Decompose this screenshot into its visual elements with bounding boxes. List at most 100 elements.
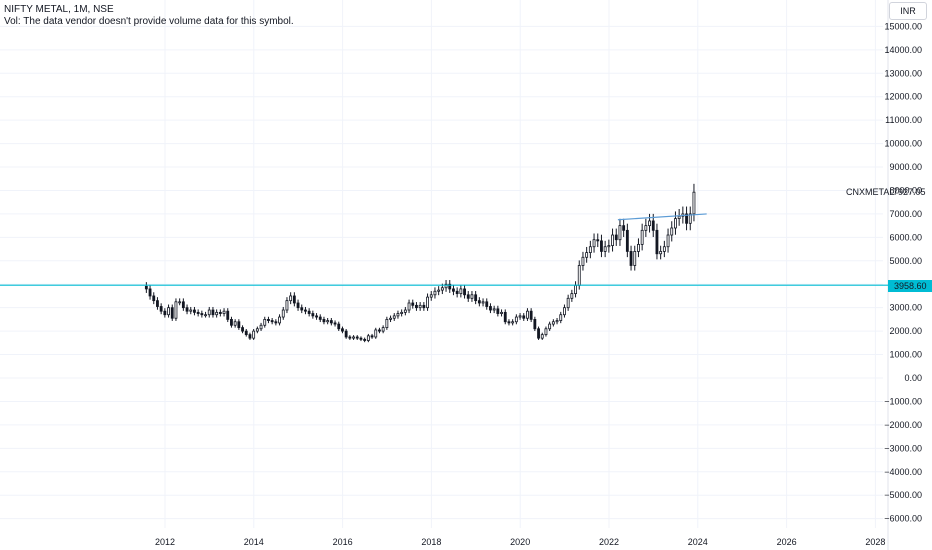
last-price-label: 7927.05 — [893, 187, 926, 197]
candle-body — [566, 297, 570, 309]
candle-body — [659, 251, 663, 255]
candle-body — [418, 304, 422, 309]
candle-body — [474, 294, 478, 302]
candle-body — [174, 301, 178, 319]
candle-body — [315, 315, 318, 318]
candle — [374, 327, 378, 339]
y-tick-label: −1000.00 — [884, 396, 922, 406]
candle — [329, 317, 333, 326]
candle-body — [574, 285, 577, 295]
x-tick-label: 2022 — [599, 537, 619, 547]
candle — [178, 298, 182, 306]
candle — [603, 240, 607, 258]
candle — [304, 306, 307, 315]
candle-body — [411, 302, 415, 306]
candle-body — [333, 322, 337, 325]
candle-body — [618, 225, 622, 241]
y-tick-label: −6000.00 — [884, 514, 922, 524]
candle — [422, 302, 426, 311]
candle — [181, 298, 185, 311]
y-tick-label: 12000.00 — [884, 92, 922, 102]
candle-body — [392, 315, 396, 319]
candle-body — [363, 338, 367, 341]
candle-body — [452, 288, 455, 292]
currency-selector[interactable]: INR — [889, 2, 927, 20]
candle — [148, 284, 152, 300]
y-tick-label: 9000.00 — [889, 162, 922, 172]
candle-body — [359, 337, 363, 340]
candle — [677, 208, 681, 226]
y-tick-label: 10000.00 — [884, 139, 922, 149]
candle — [318, 314, 322, 323]
candle — [226, 308, 230, 323]
candle-body — [563, 307, 566, 316]
candle — [411, 299, 415, 309]
candle — [685, 206, 688, 231]
candle — [307, 308, 311, 317]
candle — [551, 319, 555, 327]
candle-body — [511, 321, 515, 324]
y-tick-label: 1000.00 — [889, 350, 922, 360]
candle-body — [230, 318, 233, 326]
y-tick-label: 15000.00 — [884, 21, 922, 31]
candle-body — [651, 220, 655, 231]
candle-body — [637, 243, 640, 252]
candle-body — [156, 300, 159, 307]
candle — [389, 315, 392, 323]
y-tick-label: −5000.00 — [884, 490, 922, 500]
candle-body — [588, 246, 592, 253]
candle-body — [378, 329, 381, 332]
y-tick-label: 5000.00 — [889, 256, 922, 266]
candle-body — [396, 313, 400, 317]
candle — [466, 291, 470, 302]
candle — [518, 313, 522, 320]
candle-body — [429, 294, 433, 298]
candle — [185, 304, 189, 315]
candle-body — [185, 307, 189, 312]
candle — [211, 306, 215, 318]
candle — [385, 316, 389, 330]
price-axis[interactable]: 15000.00 14000.00 13000.00 12000.00 11000.00… — [884, 21, 922, 523]
candle-body — [526, 310, 529, 319]
time-axis[interactable]: 2012 2014 2016 2018 2020 2022 2024 2026 2028 — [155, 537, 885, 547]
candle-body — [611, 234, 614, 246]
candle — [588, 240, 592, 259]
candle-body — [500, 311, 503, 314]
candle — [289, 292, 293, 305]
candle — [570, 289, 574, 302]
candle-body — [296, 302, 300, 309]
candle — [359, 336, 363, 342]
candle-body — [244, 330, 248, 336]
chart-annotations — [0, 213, 888, 286]
candle-body — [259, 324, 263, 330]
candle — [281, 306, 285, 320]
candle — [193, 306, 196, 316]
candle — [292, 292, 296, 307]
y-tick-label: 8000.00 — [889, 185, 922, 195]
candle-body — [374, 329, 378, 338]
candle — [511, 319, 515, 326]
candle — [433, 287, 437, 299]
candlestick-series — [144, 183, 696, 343]
candle — [222, 308, 226, 317]
candle-body — [196, 311, 200, 314]
candle — [237, 319, 241, 330]
candle — [559, 311, 563, 324]
candle-body — [670, 227, 674, 236]
candle-body — [370, 335, 374, 338]
candle — [311, 310, 315, 319]
candle-body — [507, 321, 511, 324]
candle — [448, 280, 452, 293]
candle-body — [285, 300, 289, 311]
candle — [666, 228, 670, 253]
y-tick-label: −3000.00 — [884, 443, 922, 453]
candle — [452, 284, 455, 296]
resistance-trend-line — [617, 213, 707, 221]
candle — [326, 317, 330, 325]
x-tick-label: 2024 — [688, 537, 708, 547]
x-tick-label: 2018 — [421, 537, 441, 547]
candle-body — [596, 239, 600, 242]
candle-body — [492, 308, 496, 311]
candle — [274, 319, 278, 326]
